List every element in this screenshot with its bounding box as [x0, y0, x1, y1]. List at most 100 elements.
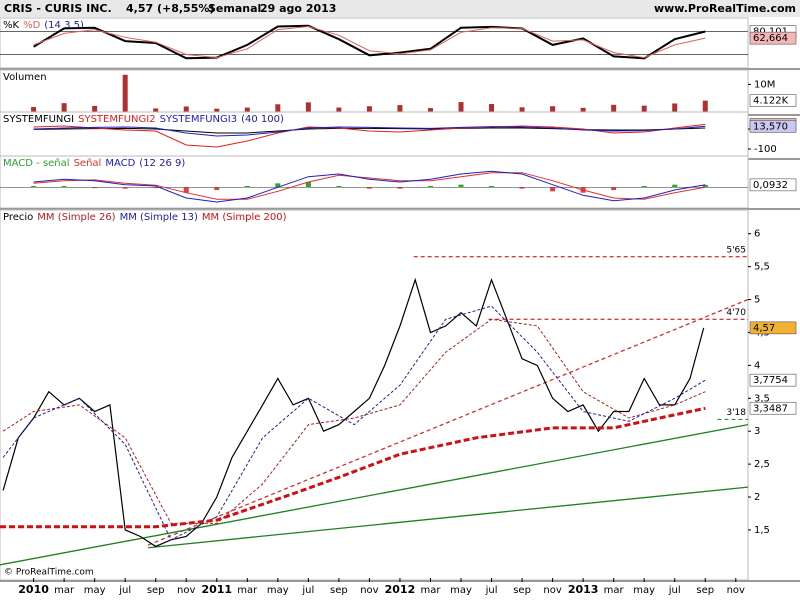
legend-params: (40 100) [241, 114, 284, 125]
value-box [749, 178, 797, 192]
bar [153, 187, 159, 189]
x-tick-label: jul [301, 585, 314, 596]
bar [92, 105, 98, 112]
period: Semanal [208, 2, 261, 15]
x-tick-label: jul [485, 585, 498, 596]
x-tick-label: may [267, 585, 289, 596]
bar [641, 186, 647, 188]
bar [397, 187, 403, 189]
x-tick-label: jul [118, 585, 131, 596]
legend-entry: %D [23, 20, 41, 31]
bar [702, 184, 708, 188]
value-box-label: 13,570 [753, 121, 788, 132]
bar [458, 102, 464, 112]
legend-params: (14 3 5) [44, 20, 84, 31]
value-box [749, 401, 797, 415]
bar [427, 186, 433, 188]
x-tick-label: may [633, 585, 655, 596]
y-tick-label: 10M [754, 79, 775, 90]
footer: © ProRealTime.com [4, 568, 94, 578]
value-box-label: 4.122K [753, 96, 789, 107]
legend-entry: MM (Simple 13) [120, 212, 198, 223]
bar [489, 104, 495, 112]
bar [489, 186, 495, 188]
panel-legend: Precio MM (Simple 26) MM (Simple 13) MM (Si… [3, 212, 287, 223]
legend-entry: SYSTEMFUNGI [3, 114, 74, 125]
x-tick-label: sep [696, 585, 714, 596]
bar [458, 184, 464, 188]
bar [61, 186, 67, 188]
value-box [749, 373, 797, 387]
panel [0, 209, 749, 581]
bar [214, 108, 220, 112]
panel-legend: SYSTEMFUNGI SYSTEMFUNGI2 SYSTEMFUNGI3 (40 1… [3, 114, 284, 125]
value-box-label: 3,3487 [753, 403, 788, 414]
bar [580, 107, 586, 112]
y-tick-label: 2,5 [754, 459, 770, 470]
bar [214, 187, 220, 190]
y-tick-label: 5,5 [754, 262, 770, 273]
bar [672, 184, 678, 188]
bar [550, 106, 556, 112]
legend-entry: %K [3, 20, 20, 31]
bar [336, 107, 342, 112]
value-box [749, 321, 797, 335]
panel [0, 111, 749, 159]
x-tick-label: mar [54, 585, 75, 596]
header-bar [0, 0, 800, 17]
series-line [33, 125, 706, 137]
x-tick-label: 2011 [201, 583, 232, 596]
bar [275, 183, 281, 188]
x-tick-label: nov [177, 585, 195, 596]
y-tick-label: 2 [754, 492, 760, 503]
bar [31, 107, 37, 112]
bar [550, 187, 556, 192]
value-box [749, 119, 797, 133]
bar [31, 186, 37, 188]
bar [61, 103, 67, 112]
bar [122, 187, 128, 189]
bar [519, 187, 525, 189]
bar [305, 102, 311, 112]
bar [92, 187, 98, 189]
y-tick-label: -100 [754, 144, 777, 155]
series-line [33, 127, 706, 134]
bar [366, 106, 372, 112]
bar [672, 103, 678, 112]
legend-params: (12 26 9) [139, 158, 185, 169]
series-line [33, 172, 706, 200]
panel [0, 69, 749, 115]
bar [702, 100, 708, 112]
bar [183, 187, 189, 193]
legend-entry: Señal [74, 158, 102, 169]
bar [611, 187, 617, 190]
x-tick-label: 2013 [568, 583, 599, 596]
trend-line [147, 298, 749, 546]
legend-entry: MACD [105, 158, 135, 169]
x-tick-label: 2012 [385, 583, 416, 596]
value-box-label: 62,664 [753, 33, 788, 44]
bar [122, 74, 128, 112]
bar [305, 182, 311, 188]
legend-entry: SYSTEMFUNGI2 [78, 114, 155, 125]
series-line [2, 318, 706, 524]
x-tick-label: nov [727, 585, 745, 596]
legend-entry: MM (Simple 200) [202, 212, 287, 223]
bar [244, 107, 250, 112]
y-tick-label: 3,5 [754, 393, 770, 404]
bar [275, 104, 281, 112]
level-label: 3'18 [726, 408, 746, 418]
bar [641, 105, 647, 112]
x-tick-label: mar [237, 585, 258, 596]
x-tick-label: jul [668, 585, 681, 596]
value-box [749, 31, 797, 45]
level-label: 4'70 [726, 308, 746, 318]
x-tick-label: sep [147, 585, 165, 596]
x-tick-label: sep [513, 585, 531, 596]
bar [519, 107, 525, 112]
series-line [33, 25, 706, 59]
legend-entry: MACD - señal [3, 158, 70, 169]
value-box-label: 3,7754 [753, 375, 788, 386]
panel-legend: Volumen [3, 72, 47, 83]
y-tick-label: 3 [754, 426, 760, 437]
